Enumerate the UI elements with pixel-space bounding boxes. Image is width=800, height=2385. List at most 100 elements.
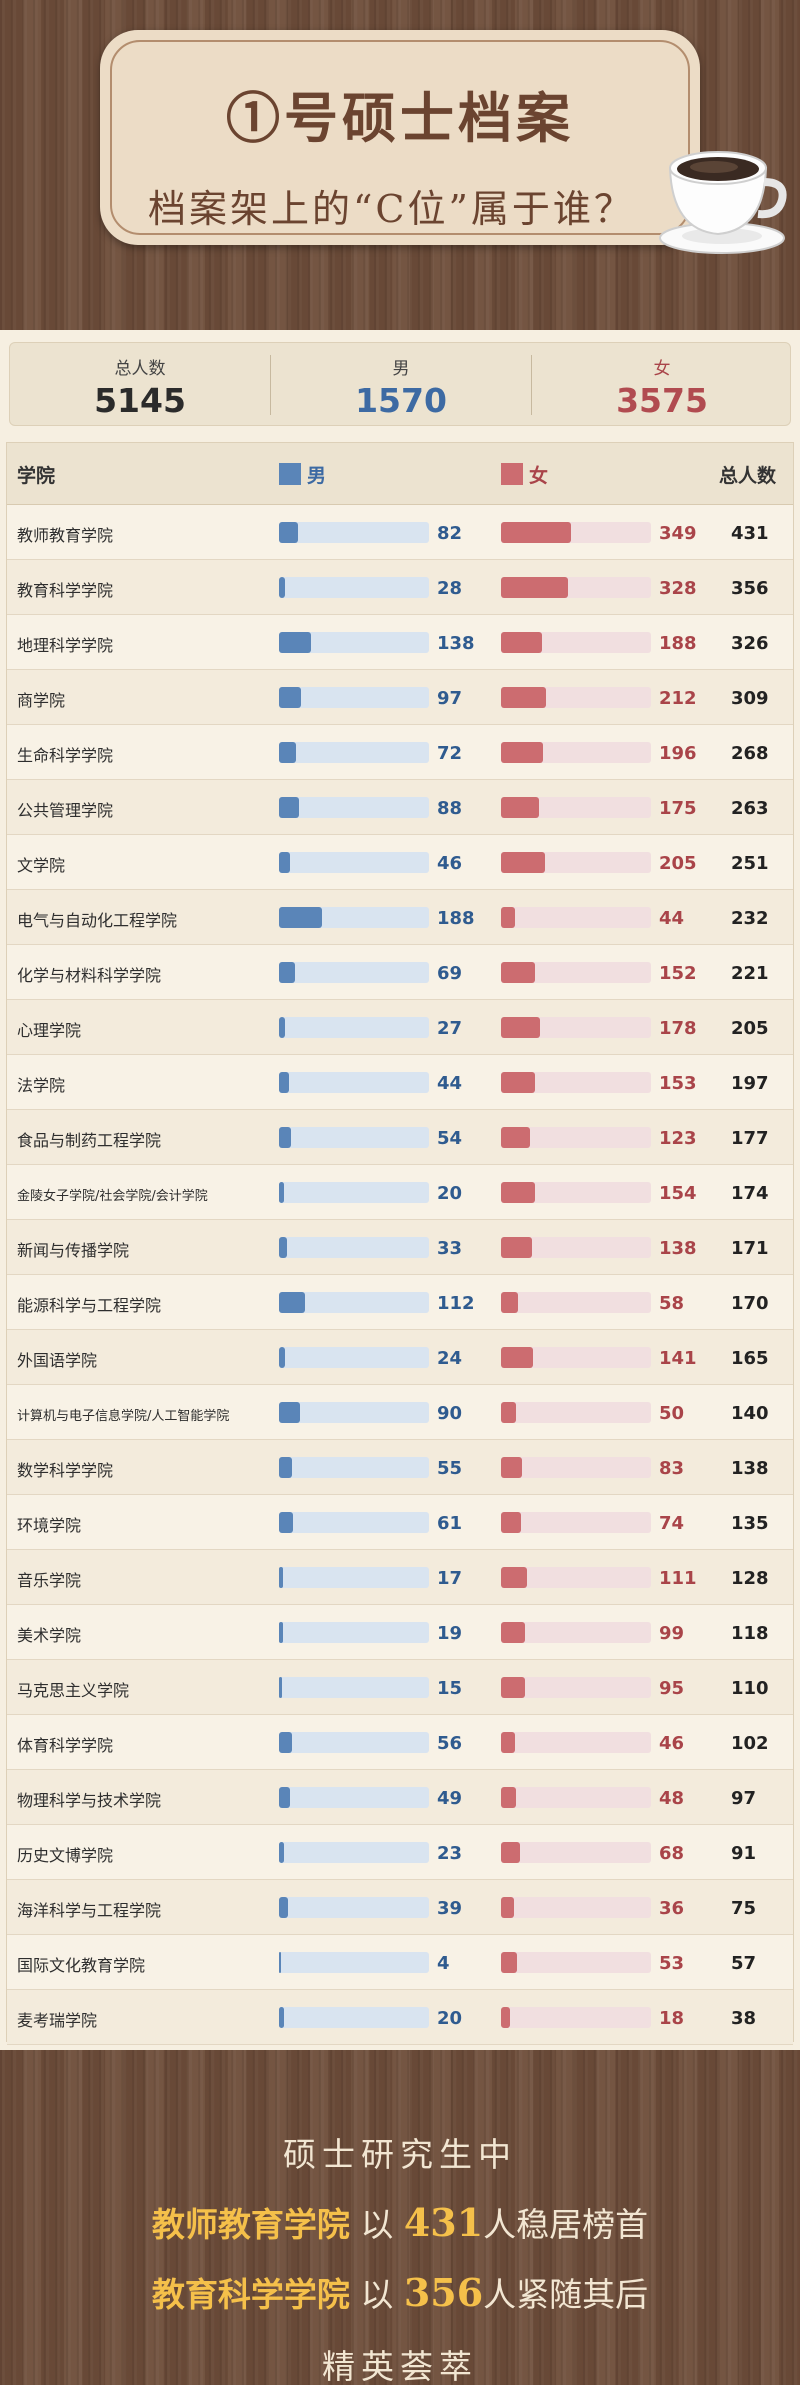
- summary-divider: [531, 355, 532, 415]
- male-bar-track: [279, 907, 429, 928]
- male-bar: [279, 577, 286, 598]
- female-count: 95: [659, 1678, 685, 1699]
- male-bar-track: [279, 1512, 429, 1533]
- total-count: 205: [731, 1018, 769, 1039]
- female-count: 196: [659, 743, 697, 764]
- female-bar: [501, 1842, 520, 1863]
- male-bar: [279, 852, 290, 873]
- total-count: 138: [731, 1458, 769, 1479]
- female-bar: [501, 522, 572, 543]
- male-bar: [279, 797, 300, 818]
- female-count: 349: [659, 523, 697, 544]
- total-count: 171: [731, 1238, 769, 1259]
- female-bar-track: [501, 2007, 651, 2028]
- table-row: 地理科学学院 138 188 326: [7, 615, 793, 670]
- male-count: 56: [437, 1733, 463, 1754]
- male-count: 97: [437, 688, 463, 709]
- college-name: 化学与材料科学学院: [17, 966, 162, 985]
- college-name: 美术学院: [17, 1626, 82, 1645]
- college-name: 新闻与传播学院: [17, 1241, 130, 1260]
- male-count: 69: [437, 963, 463, 984]
- female-count: 48: [659, 1788, 685, 1809]
- male-bar-track: [279, 2007, 429, 2028]
- female-count: 36: [659, 1898, 685, 1919]
- total-count: 97: [731, 1788, 757, 1809]
- male-count: 138: [437, 633, 475, 654]
- college-name: 体育科学学院: [17, 1736, 114, 1755]
- summary-total-value: 5145: [94, 381, 186, 420]
- male-count: 46: [437, 853, 463, 874]
- female-bar: [501, 852, 545, 873]
- female-bar: [501, 1622, 526, 1643]
- male-count: 55: [437, 1458, 463, 1479]
- male-count: 19: [437, 1623, 463, 1644]
- total-count: 38: [731, 2008, 757, 2029]
- female-bar-track: [501, 1402, 651, 1423]
- female-bar: [501, 2007, 511, 2028]
- female-bar: [501, 1182, 536, 1203]
- male-bar-track: [279, 1402, 429, 1423]
- footer-first-college: 教师教育学院: [151, 2205, 350, 2244]
- male-bar-track: [279, 1017, 429, 1038]
- female-bar: [501, 1347, 534, 1368]
- female-count: 188: [659, 633, 697, 654]
- female-count: 53: [659, 1953, 685, 1974]
- table-row: 数学科学学院 55 83 138: [7, 1440, 793, 1495]
- female-count: 50: [659, 1403, 685, 1424]
- total-count: 91: [731, 1843, 757, 1864]
- female-bar-track: [501, 1897, 651, 1918]
- male-bar-track: [279, 1292, 429, 1313]
- male-bar: [279, 1787, 291, 1808]
- table-row: 生命科学学院 72 196 268: [7, 725, 793, 780]
- male-bar: [279, 1127, 292, 1148]
- table-row: 物理科学与技术学院 49 48 97: [7, 1770, 793, 1825]
- male-bar: [279, 1952, 281, 1973]
- college-name: 环境学院: [17, 1516, 82, 1535]
- male-bar-track: [279, 1787, 429, 1808]
- male-bar-track: [279, 1842, 429, 1863]
- male-count: 82: [437, 523, 463, 544]
- male-count: 61: [437, 1513, 463, 1534]
- total-count: 251: [731, 853, 769, 874]
- table-header: 学院 男 女 总人数: [7, 443, 793, 505]
- table-row: 公共管理学院 88 175 263: [7, 780, 793, 835]
- female-bar: [501, 907, 516, 928]
- footer-second-number: 356: [403, 2270, 484, 2315]
- title-banner: ①号硕士档案 档案架上的“C位”属于谁？: [100, 30, 700, 245]
- female-count: 83: [659, 1458, 685, 1479]
- female-bar-track: [501, 852, 651, 873]
- female-bar-track: [501, 522, 651, 543]
- table-row: 历史文博学院 23 68 91: [7, 1825, 793, 1880]
- male-bar: [279, 1567, 283, 1588]
- male-legend-swatch: [279, 463, 301, 485]
- male-bar: [279, 1402, 300, 1423]
- male-count: 39: [437, 1898, 463, 1919]
- total-count: 197: [731, 1073, 769, 1094]
- college-name: 商学院: [17, 691, 66, 710]
- summary-total: 总人数 5145: [10, 343, 270, 427]
- female-bar: [501, 1732, 516, 1753]
- female-bar-track: [501, 1457, 651, 1478]
- footer-line-3: 教育科学学院 以 356人紧随其后: [0, 2268, 800, 2316]
- table-row: 化学与材料科学学院 69 152 221: [7, 945, 793, 1000]
- footer-text: 以: [360, 2275, 394, 2314]
- male-count: 54: [437, 1128, 463, 1149]
- female-count: 152: [659, 963, 697, 984]
- female-count: 18: [659, 2008, 685, 2029]
- female-legend-swatch: [501, 463, 523, 485]
- table-row: 教师教育学院 82 349 431: [7, 505, 793, 560]
- table-row: 电气与自动化工程学院 188 44 232: [7, 890, 793, 945]
- footer-line-2: 教师教育学院 以 431人稳居榜首: [0, 2198, 800, 2246]
- female-bar: [501, 1897, 514, 1918]
- table-row: 马克思主义学院 15 95 110: [7, 1660, 793, 1715]
- stats-panel: 总人数 5145 男 1570 女 3575 学院 男 女 总人数 教师教育学院…: [0, 330, 800, 2050]
- male-bar: [279, 1512, 294, 1533]
- footer-first-number: 431: [403, 2200, 484, 2245]
- total-count: 170: [731, 1293, 769, 1314]
- male-count: 4: [437, 1953, 450, 1974]
- college-name: 国际文化教育学院: [17, 1956, 146, 1975]
- female-bar-track: [501, 1842, 651, 1863]
- college-name: 物理科学与技术学院: [17, 1791, 162, 1810]
- summary-bar: 总人数 5145 男 1570 女 3575: [9, 342, 791, 426]
- summary-male-value: 1570: [355, 381, 447, 420]
